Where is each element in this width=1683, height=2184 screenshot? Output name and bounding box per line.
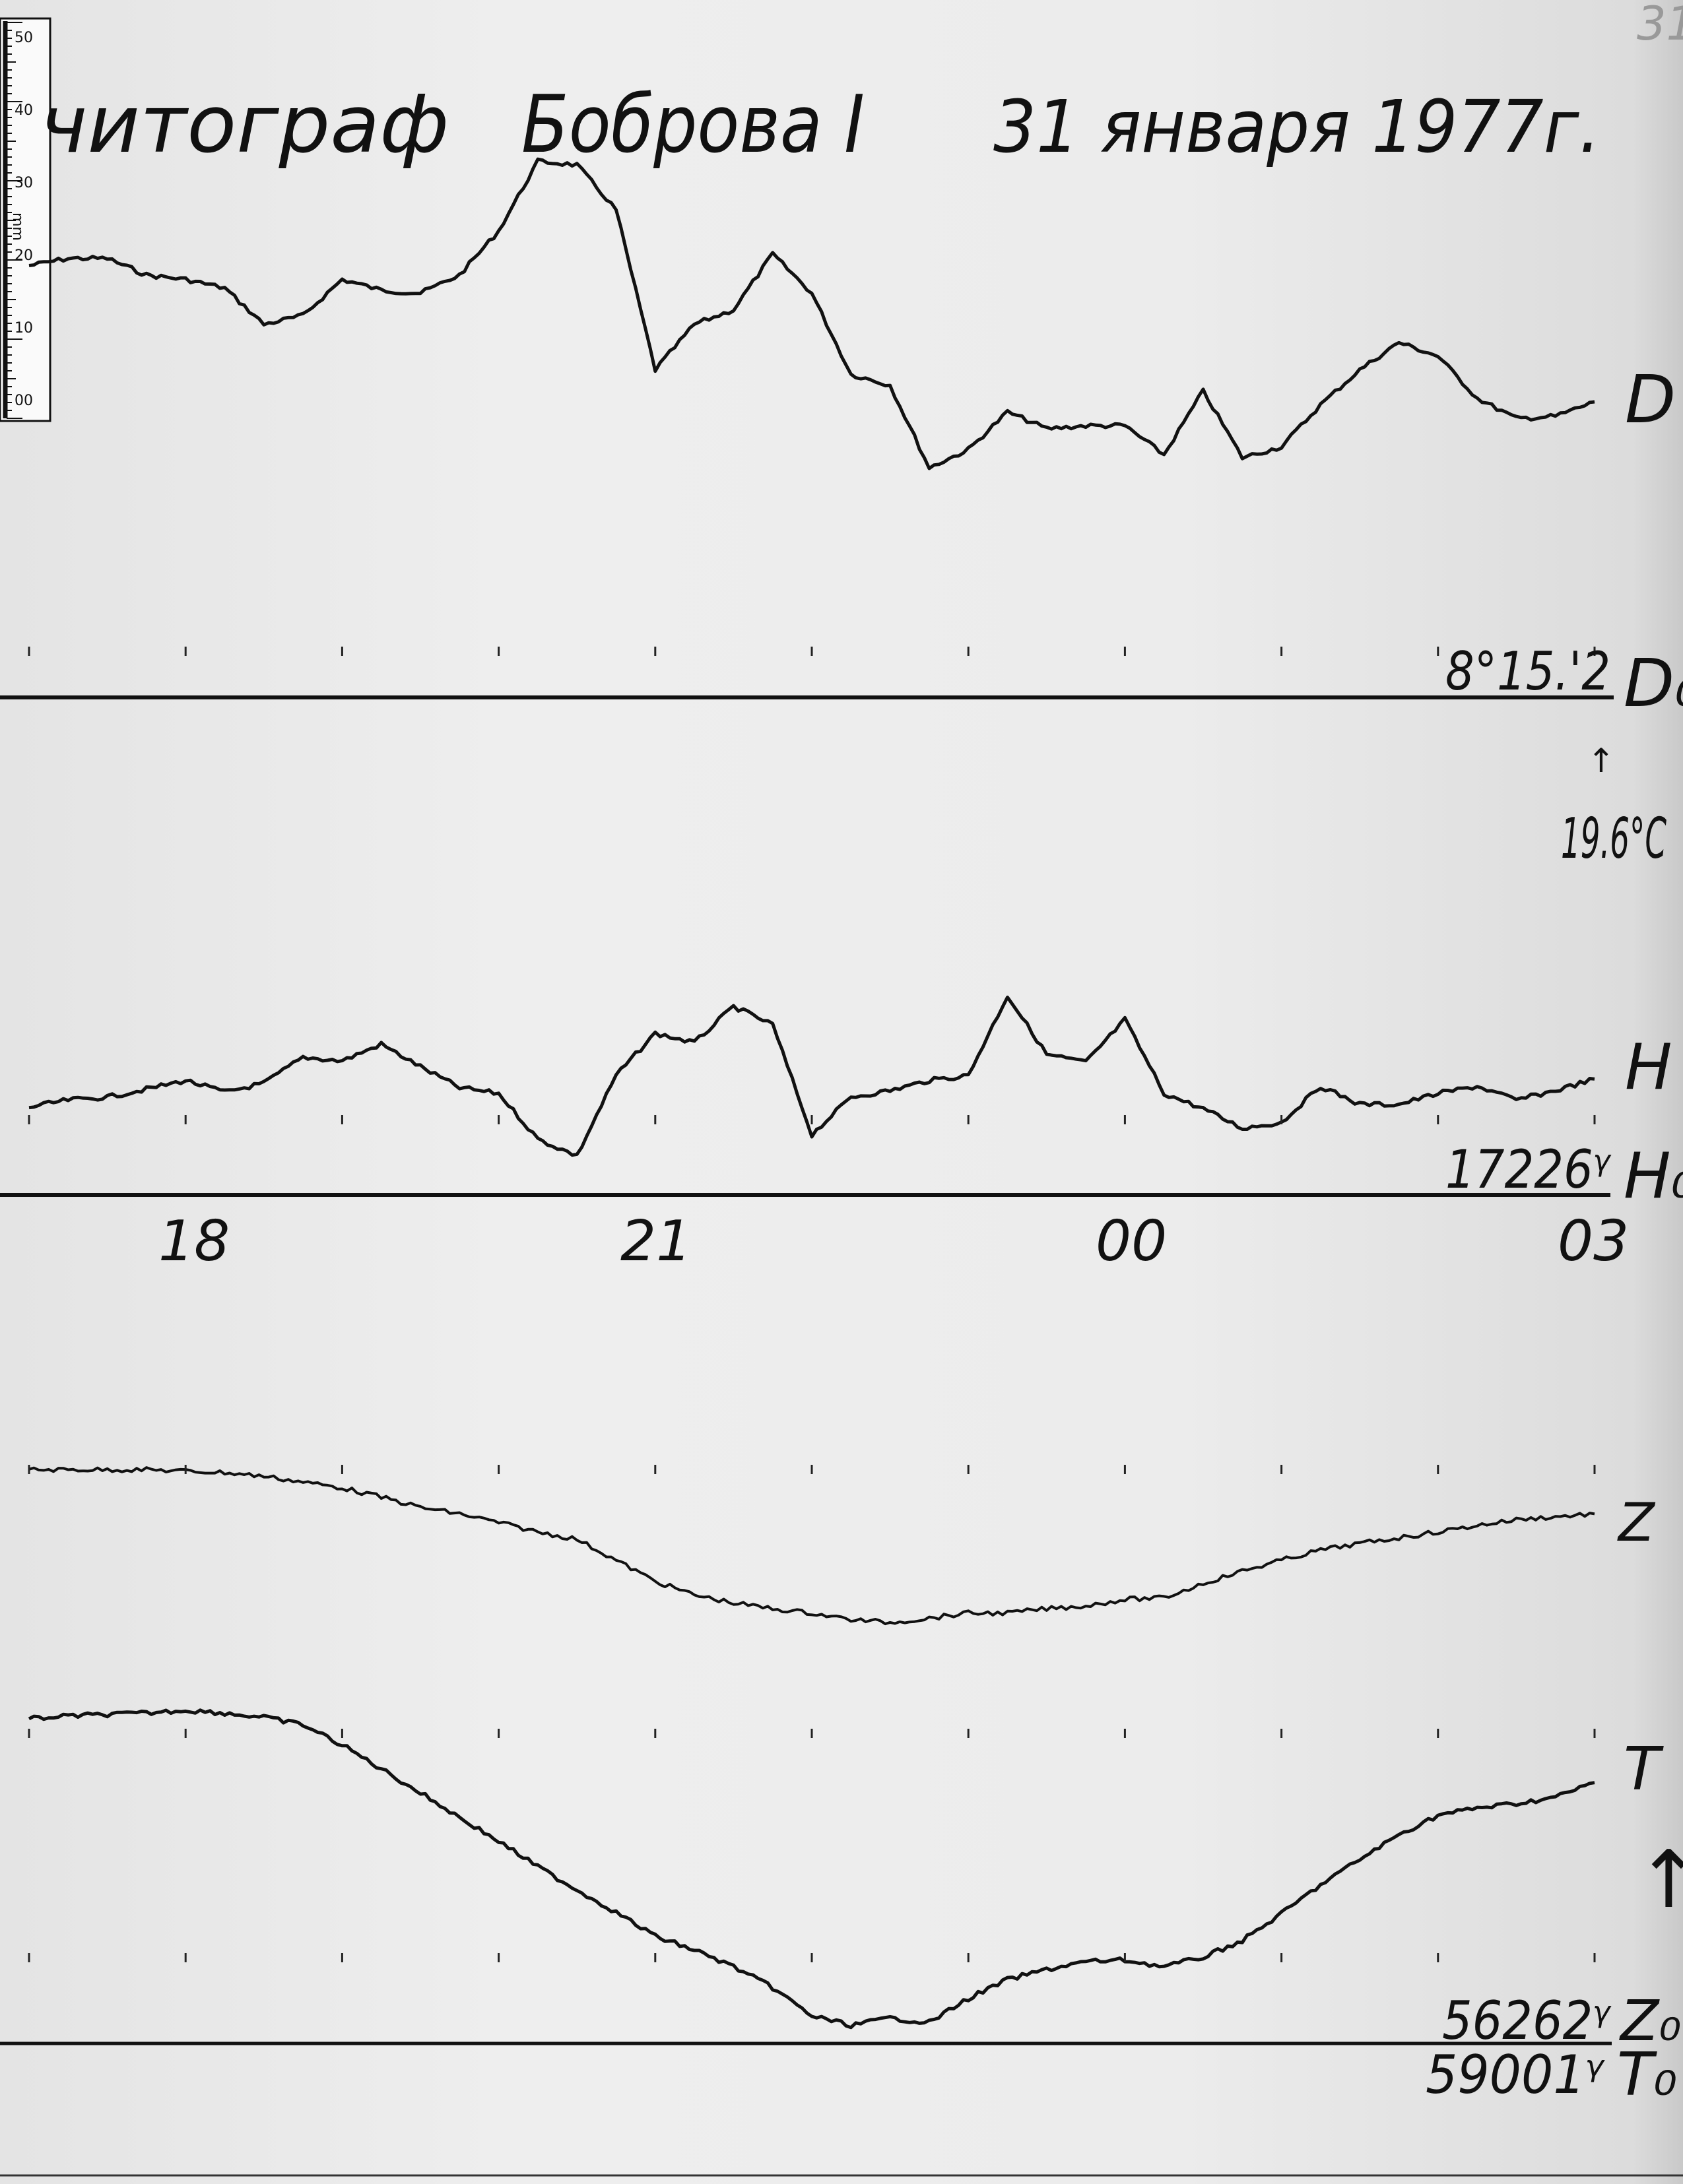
label-D0: D₀ xyxy=(1624,645,1683,722)
mm-ruler: 50 40 30 mm 20 10 00 xyxy=(0,17,51,422)
label-T: T xyxy=(1624,1735,1664,1804)
trace-Z xyxy=(28,1466,1595,1626)
ruler-tick-label: 30 xyxy=(15,175,33,191)
temperature: 19.6°C xyxy=(1561,806,1666,872)
ruler-tick-label: 00 xyxy=(15,393,33,409)
ruler-unit: mm xyxy=(9,212,26,241)
x-tick-label-00: 00 xyxy=(1096,1209,1167,1274)
label-H0: H₀ xyxy=(1624,1140,1683,1213)
traces xyxy=(28,157,1595,2030)
ruler-tick-label: 40 xyxy=(15,102,33,119)
D0-value: 8°15.'2 xyxy=(1445,641,1610,702)
ruler-ticks xyxy=(7,22,22,419)
temperature-arrow-icon: ↑ xyxy=(1587,742,1615,780)
ruler-tick-label: 50 xyxy=(15,30,33,46)
label-Z0: Z₀ xyxy=(1619,1989,1681,2054)
x-tick-label-21: 21 xyxy=(620,1209,692,1274)
label-H: H xyxy=(1625,1031,1672,1104)
time-marks xyxy=(28,647,1596,1962)
trace-T xyxy=(28,1708,1595,2030)
title-instrument: читограф xyxy=(40,79,449,171)
ruler-tick-label: 10 xyxy=(15,320,33,337)
up-arrow-icon: ↑ xyxy=(1635,1834,1683,1926)
label-Z: Z xyxy=(1617,1492,1656,1553)
sheet-number: 31 xyxy=(1637,0,1683,51)
T0-value: 59001ᵞ xyxy=(1426,2044,1605,2105)
H0-value: 17226ᵞ xyxy=(1445,1139,1612,1200)
ruler-tick-label: 20 xyxy=(15,247,33,264)
label-D: D xyxy=(1625,361,1676,438)
trace-H xyxy=(28,995,1595,1157)
x-tick-label-18: 18 xyxy=(158,1209,230,1274)
trace-D xyxy=(28,157,1595,470)
x-tick-label-03: 03 xyxy=(1558,1209,1629,1274)
Z0-value: 56262ᵞ xyxy=(1442,1990,1612,2051)
title-date: 31 января 1977г. xyxy=(993,84,1600,169)
title-name: Боброва I xyxy=(521,79,865,171)
label-T0: T₀ xyxy=(1617,2040,1677,2109)
